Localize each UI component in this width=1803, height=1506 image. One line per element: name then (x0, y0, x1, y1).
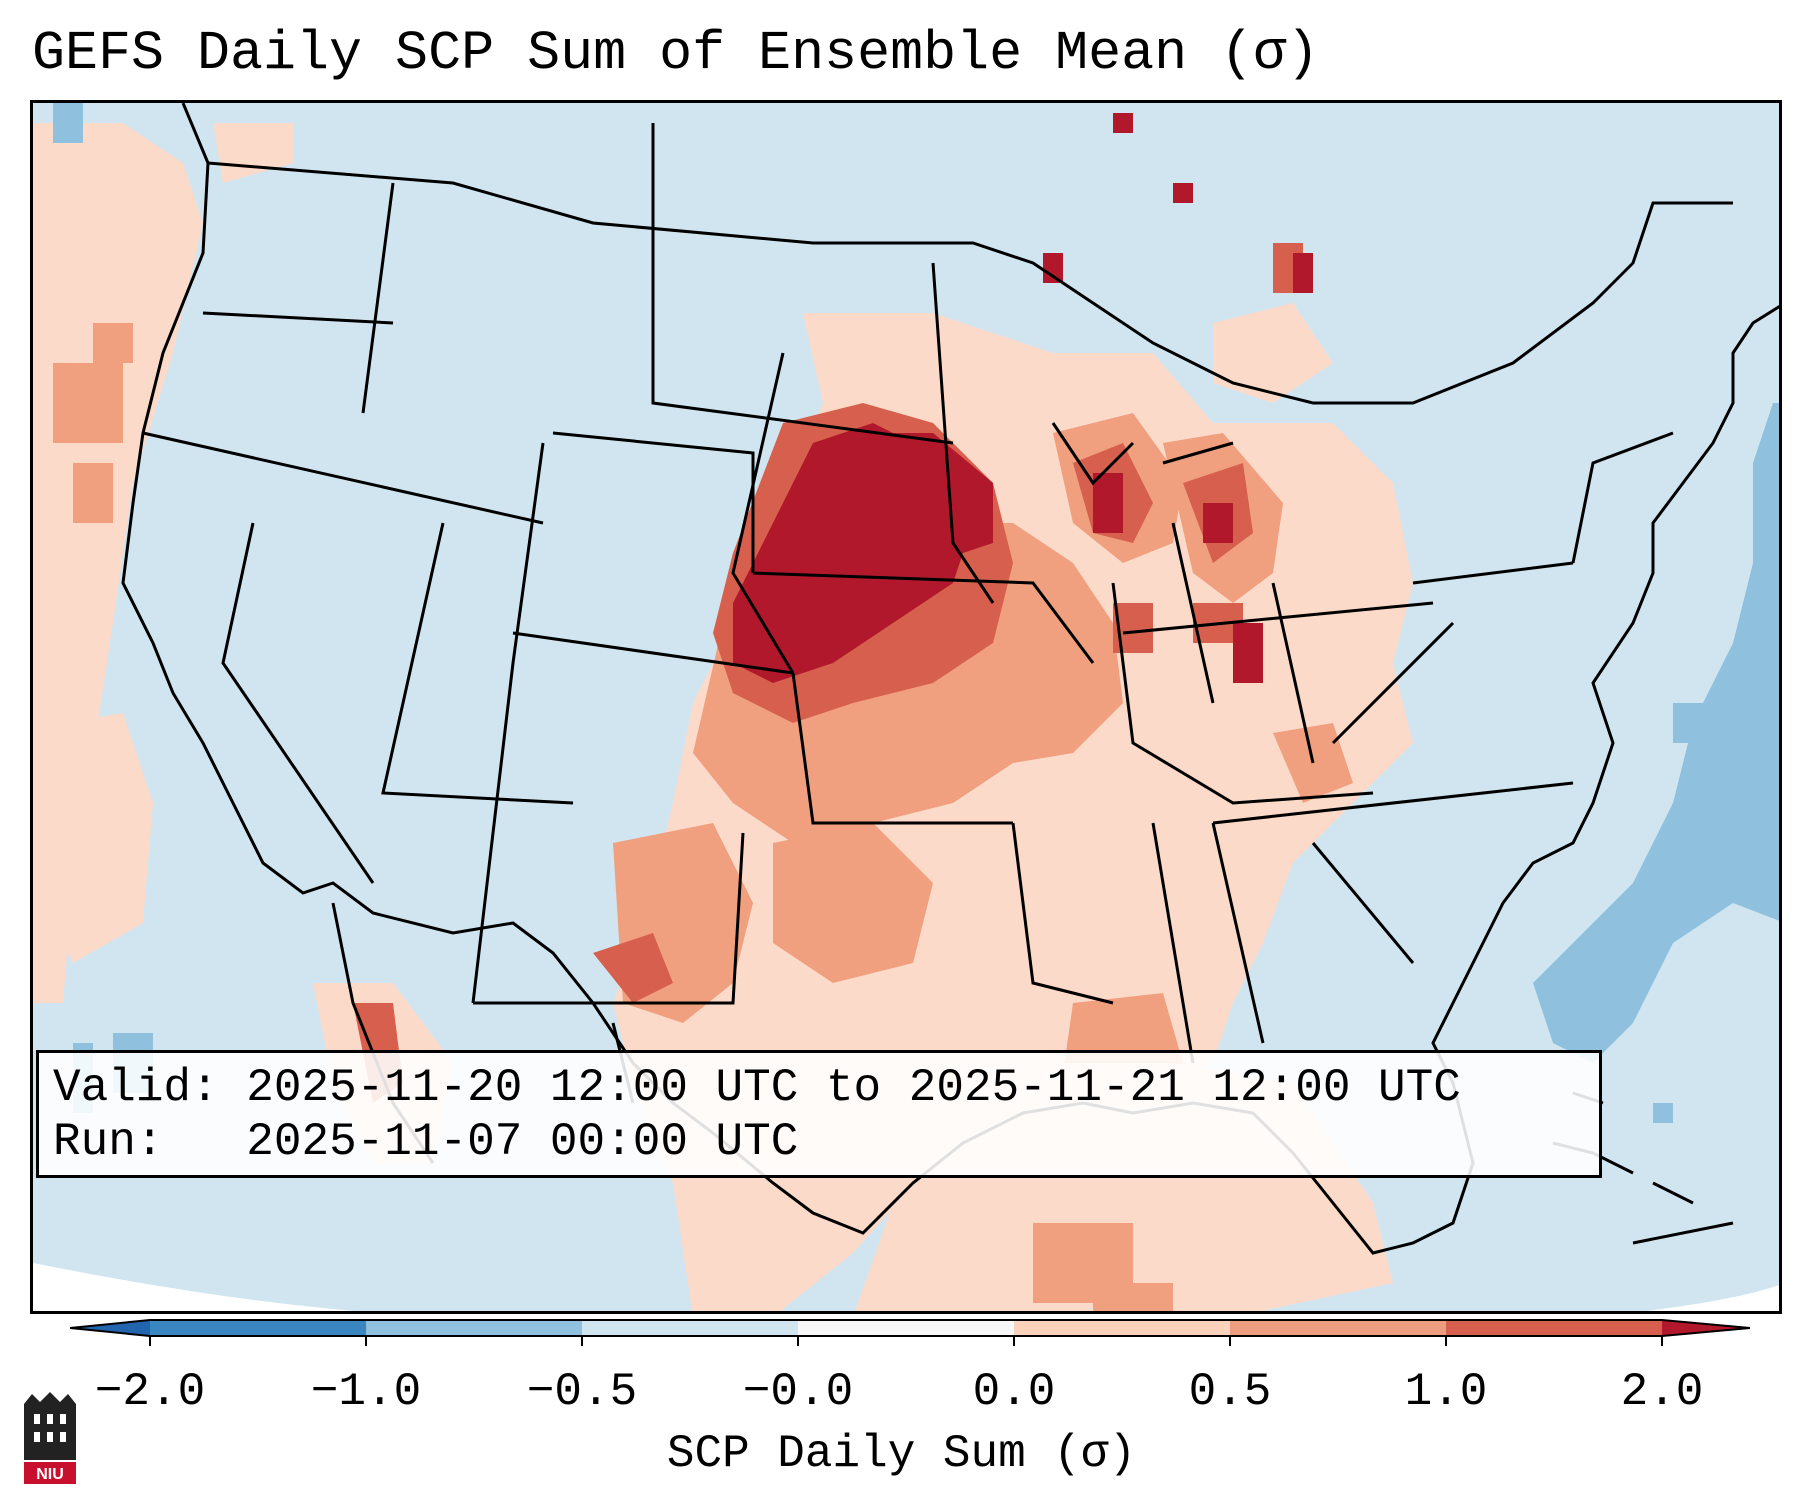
run-row: Run: 2025-11-07 00:00 UTC (53, 1115, 1599, 1169)
projection-edge-right (1646, 1285, 1779, 1311)
colorbar-tick-label: −2.0 (94, 1366, 206, 1418)
colorbar-tick-label: 2.0 (1620, 1366, 1704, 1418)
colorbar-bin (798, 1320, 1014, 1336)
colorbar-tick-label: −0.5 (526, 1366, 638, 1418)
west-mid-area (53, 323, 133, 523)
colorbar-bin (366, 1320, 582, 1336)
colorbar-tick-label: 0.5 (1188, 1366, 1272, 1418)
west-warm-area (33, 123, 293, 1003)
valid-label: Valid: (53, 1062, 219, 1114)
colorbar-bin (582, 1320, 798, 1336)
run-label: Run: (53, 1116, 164, 1168)
colorbar (70, 1319, 1750, 1346)
niu-logo-icon: NIU (24, 1392, 76, 1484)
colorbar-label: SCP Daily Sum (σ) (666, 1428, 1137, 1480)
colorbar-tick-label: 0.0 (972, 1366, 1056, 1418)
valid-run-infobox: Valid: 2025-11-20 12:00 UTC to 2025-11-2… (36, 1050, 1602, 1178)
projection-edge (33, 1263, 355, 1311)
logo-text: NIU (36, 1466, 64, 1483)
colorbar-under-arrow (70, 1320, 150, 1336)
colorbar-bin (1230, 1320, 1446, 1336)
colorbar-bin (150, 1320, 366, 1336)
valid-value: 2025-11-20 12:00 UTC to 2025-11-21 12:00… (246, 1062, 1461, 1114)
valid-row: Valid: 2025-11-20 12:00 UTC to 2025-11-2… (53, 1061, 1599, 1115)
colorbar-outline (70, 1319, 1750, 1337)
colorbar-tick-label: −1.0 (310, 1366, 422, 1418)
colorbar-over-arrow (1662, 1320, 1750, 1336)
colorbar-tick-label: 1.0 (1404, 1366, 1488, 1418)
run-value: 2025-11-07 00:00 UTC (246, 1116, 799, 1168)
map-title: GEFS Daily SCP Sum of Ensemble Mean (σ) (32, 22, 1320, 85)
colorbar-ticks (149, 1336, 1663, 1346)
colorbar-tick-label: −0.0 (742, 1366, 854, 1418)
gulf-mid-area (1033, 1223, 1173, 1311)
colorbar-bin (1446, 1320, 1662, 1336)
colorbar-bin (1014, 1320, 1230, 1336)
central-max-area (369, 113, 1313, 1143)
atlantic-cool-area (1533, 403, 1779, 1123)
